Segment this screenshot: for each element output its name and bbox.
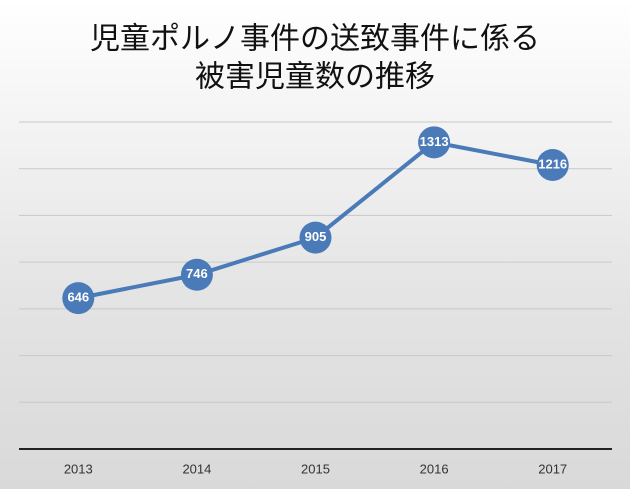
data-label: 746 <box>186 266 208 281</box>
data-label: 1216 <box>538 156 567 171</box>
x-tick-label: 2015 <box>301 461 330 476</box>
x-tick-label: 2014 <box>182 461 211 476</box>
x-tick-label: 2016 <box>420 461 449 476</box>
marker <box>180 258 213 291</box>
data-label: 905 <box>305 229 327 244</box>
chart-title: 被害児童数の推移 <box>195 60 435 95</box>
marker <box>536 148 569 181</box>
marker <box>418 126 451 159</box>
x-tick-label: 2013 <box>64 461 93 476</box>
x-tick-label: 2017 <box>538 461 567 476</box>
chart-title: 児童ポルノ事件の送致事件に係る <box>90 22 540 57</box>
data-label: 1313 <box>420 134 449 149</box>
marker <box>299 221 332 254</box>
marker <box>62 282 95 315</box>
data-label: 646 <box>67 290 89 305</box>
